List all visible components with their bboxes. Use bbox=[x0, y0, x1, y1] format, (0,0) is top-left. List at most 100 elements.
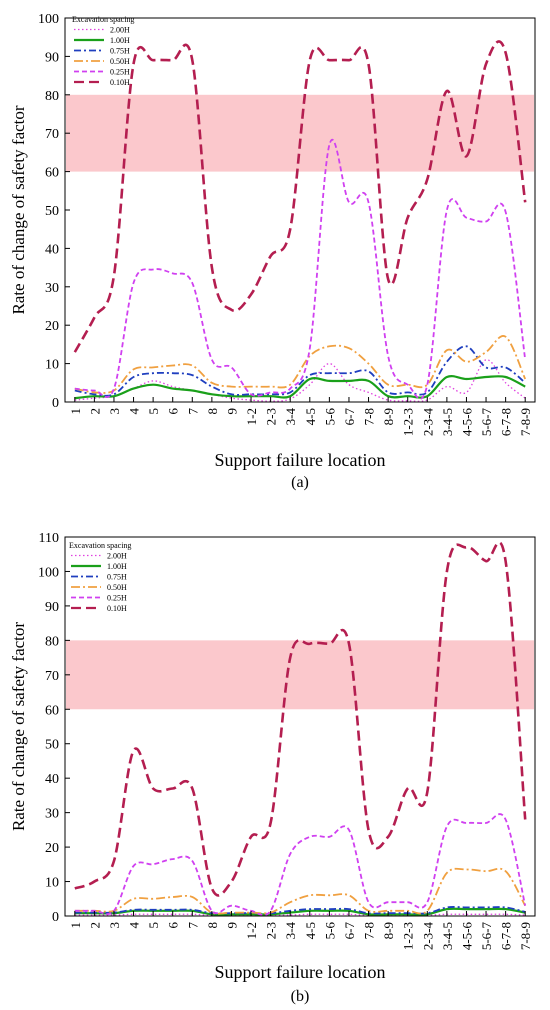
chart-panel-b: 0 10 20 30 40 50 60 70 80 90 100 110 1 2 3 4 5 6 7 8 9 1-2 2-3… bbox=[9, 531, 536, 1005]
y-tick-label: 30 bbox=[45, 281, 59, 296]
y-axis-label: Rate of change of safety factor bbox=[9, 105, 28, 314]
x-axis-label: Support failure location bbox=[215, 962, 386, 982]
legend-entry-1-00h: 1.00H bbox=[107, 562, 127, 571]
y-tick-label: 100 bbox=[38, 12, 59, 27]
y-tick-label: 10 bbox=[45, 358, 59, 373]
x-tick-label: 1-2 bbox=[244, 922, 259, 939]
legend-entry-0-25h: 0.25H bbox=[107, 594, 127, 603]
x-tick-label: 7 bbox=[185, 922, 200, 929]
x-tick-label: 1 bbox=[68, 408, 83, 415]
y-tick-label: 60 bbox=[45, 703, 59, 718]
x-tick-label: 3-4 bbox=[283, 922, 298, 940]
y-tick-label: 50 bbox=[45, 738, 59, 753]
plot-frame bbox=[64, 536, 536, 917]
x-tick-label: 3 bbox=[107, 408, 122, 415]
x-tick-label: 7-8 bbox=[362, 922, 377, 939]
x-tick-label: 6-7 bbox=[342, 922, 357, 940]
series-line-0-10h bbox=[74, 541, 527, 897]
series-line-1-00h bbox=[74, 907, 526, 916]
x-tick-label: 6-7-8 bbox=[499, 408, 514, 436]
y-axis-label: Rate of change of safety factor bbox=[9, 622, 28, 831]
x-tick-label: 4-5 bbox=[303, 922, 318, 939]
x-tick-label: 4-5-6 bbox=[459, 408, 474, 437]
panel-label: (a) bbox=[291, 474, 309, 491]
x-tick-label: 9 bbox=[224, 922, 239, 929]
highlight-band bbox=[66, 640, 534, 710]
x-axis-label: Support failure location bbox=[215, 450, 386, 470]
chart-panel-a: 0 10 20 30 40 50 60 70 80 90 100 1 2 3 4 5 6 7 8 9 1-2 2-3 3-4… bbox=[9, 12, 536, 491]
x-tick-label: 8-9 bbox=[381, 408, 396, 425]
x-tick-label: 1 bbox=[68, 922, 83, 929]
y-tick-label: 70 bbox=[45, 127, 59, 142]
series-line-1-00h bbox=[74, 375, 526, 400]
x-tick-label: 8 bbox=[205, 922, 220, 929]
x-tick-label: 9 bbox=[224, 408, 239, 415]
x-tick-label: 5-6 bbox=[322, 922, 337, 940]
legend-entry-0-75h: 0.75H bbox=[107, 573, 127, 582]
legend-entry-0-50h: 0.50H bbox=[107, 583, 127, 592]
x-tick-label: 7-8-9 bbox=[518, 922, 533, 950]
series-line-2-00h bbox=[74, 913, 526, 917]
y-tick-label: 80 bbox=[45, 634, 59, 649]
x-tick-label: 6 bbox=[166, 408, 181, 415]
series-line-0-75h bbox=[74, 345, 526, 397]
y-tick-label: 20 bbox=[45, 319, 59, 334]
x-tick-label: 3-4-5 bbox=[440, 408, 455, 436]
x-tick-label: 4 bbox=[127, 408, 142, 415]
series-line-2-00h bbox=[74, 359, 526, 402]
panel-label: (b) bbox=[291, 988, 310, 1005]
legend-entry-2-00h: 2.00H bbox=[107, 552, 127, 561]
x-tick-label: 1-2-3 bbox=[401, 922, 416, 950]
x-tick-label: 2-3 bbox=[264, 408, 279, 425]
x-tick-label: 1-2-3 bbox=[401, 408, 416, 436]
x-tick-label: 7-8 bbox=[362, 408, 377, 425]
x-tick-label: 3-4 bbox=[283, 408, 298, 426]
x-tick-label: 2-3-4 bbox=[420, 922, 435, 951]
x-tick-label: 6 bbox=[166, 922, 181, 929]
y-tick-label: 40 bbox=[45, 242, 59, 257]
x-tick-label: 2 bbox=[87, 922, 102, 929]
series-line-0-50h bbox=[74, 335, 527, 394]
legend-entry-0-25h: 0.25H bbox=[110, 68, 130, 77]
y-tick-label: 90 bbox=[45, 50, 59, 65]
series-line-0-10h bbox=[73, 40, 527, 353]
plot-frame bbox=[64, 17, 536, 403]
x-tick-label: 5 bbox=[146, 408, 161, 415]
x-tick-label: 5 bbox=[146, 922, 161, 929]
x-tick-label: 3 bbox=[107, 922, 122, 929]
x-tick-label: 5-6-7 bbox=[479, 922, 494, 951]
x-tick-label: 5-6 bbox=[322, 408, 337, 426]
y-tick-label: 90 bbox=[45, 600, 59, 615]
y-tick-label: 40 bbox=[45, 772, 59, 787]
y-tick-label: 110 bbox=[39, 531, 59, 546]
x-tick-label: 4 bbox=[127, 922, 142, 929]
x-tick-label: 2-3-4 bbox=[420, 408, 435, 437]
y-tick-label: 20 bbox=[45, 841, 59, 856]
x-tick-label: 4-5-6 bbox=[459, 922, 474, 951]
x-tick-label: 2 bbox=[87, 408, 102, 415]
x-tick-label: 7 bbox=[185, 408, 200, 415]
legend-entry-0-75h: 0.75H bbox=[110, 47, 130, 56]
y-tick-label: 80 bbox=[45, 89, 59, 104]
series-line-0-25h bbox=[74, 813, 527, 917]
series-line-0-50h bbox=[74, 867, 526, 915]
legend-entry-2-00h: 2.00H bbox=[110, 26, 130, 35]
legend-entry-0-50h: 0.50H bbox=[110, 57, 130, 66]
y-tick-label: 10 bbox=[45, 876, 59, 891]
x-tick-label: 6-7-8 bbox=[499, 922, 514, 950]
x-tick-label: 5-6-7 bbox=[479, 408, 494, 437]
legend-title: Excavation spacing bbox=[69, 541, 131, 550]
x-tick-label: 8-9 bbox=[381, 922, 396, 939]
y-tick-label: 50 bbox=[45, 204, 59, 219]
x-tick-label: 2-3 bbox=[264, 922, 279, 939]
legend-entry-1-00h: 1.00H bbox=[110, 36, 130, 45]
x-tick-label: 6-7 bbox=[342, 408, 357, 426]
legend-entry-0-10h: 0.10H bbox=[107, 604, 127, 613]
y-tick-label: 0 bbox=[52, 910, 59, 925]
series-line-0-75h bbox=[74, 906, 526, 915]
x-tick-label: 7-8-9 bbox=[518, 408, 533, 436]
legend-entry-0-10h: 0.10H bbox=[110, 78, 130, 87]
y-tick-label: 0 bbox=[52, 396, 59, 411]
